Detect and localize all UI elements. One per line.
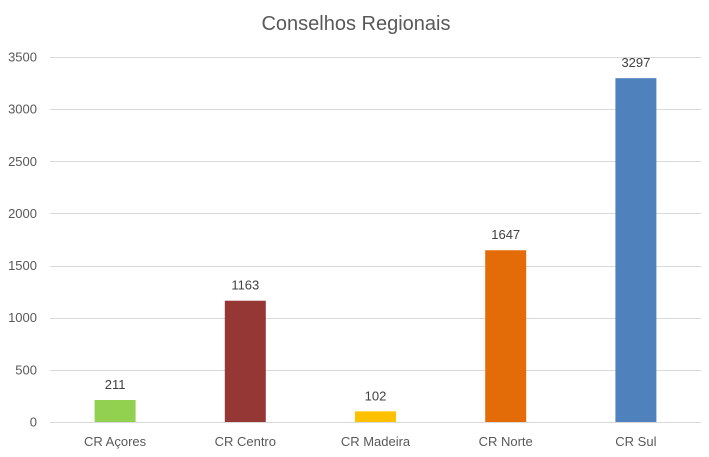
bar-cr-centro: [224, 300, 266, 422]
y-axis-ticks: 0 500 1000 1500 2000 2500 3000 3500: [8, 50, 37, 430]
x-tick-label: CR Madeira: [341, 434, 411, 449]
data-label: 3297: [621, 55, 650, 70]
y-tick-label: 1500: [8, 258, 37, 273]
bar-cr-madeira: [355, 411, 396, 422]
bar-cr-norte: [485, 250, 527, 422]
x-tick-label: CR Centro: [215, 434, 276, 449]
y-tick-label: 1000: [8, 310, 37, 325]
y-tick-label: 500: [15, 362, 37, 377]
bar-cr-a-ores: [94, 399, 136, 422]
bars: [94, 78, 657, 423]
gridlines: [50, 57, 701, 423]
bar-cr-sul: [615, 78, 657, 423]
y-tick-label: 2500: [8, 154, 37, 169]
y-tick-label: 3000: [8, 102, 37, 117]
chart-title: Conselhos Regionais: [261, 13, 450, 35]
x-axis-ticks: CR Açores CR Centro CR Madeira CR Norte CR S…: [84, 434, 657, 449]
data-label: 1647: [491, 227, 520, 242]
x-tick-label: CR Norte: [479, 434, 533, 449]
data-label: 1163: [231, 278, 259, 293]
y-tick-label: 2000: [8, 206, 37, 221]
data-label: 211: [105, 377, 126, 392]
y-tick-label: 3500: [8, 50, 37, 65]
x-tick-label: CR Sul: [615, 434, 656, 449]
x-tick-label: CR Açores: [84, 434, 147, 449]
data-label: 102: [365, 388, 387, 403]
data-labels: 211 1163 102 1647 3297: [105, 55, 651, 403]
y-tick-label: 0: [30, 415, 37, 430]
